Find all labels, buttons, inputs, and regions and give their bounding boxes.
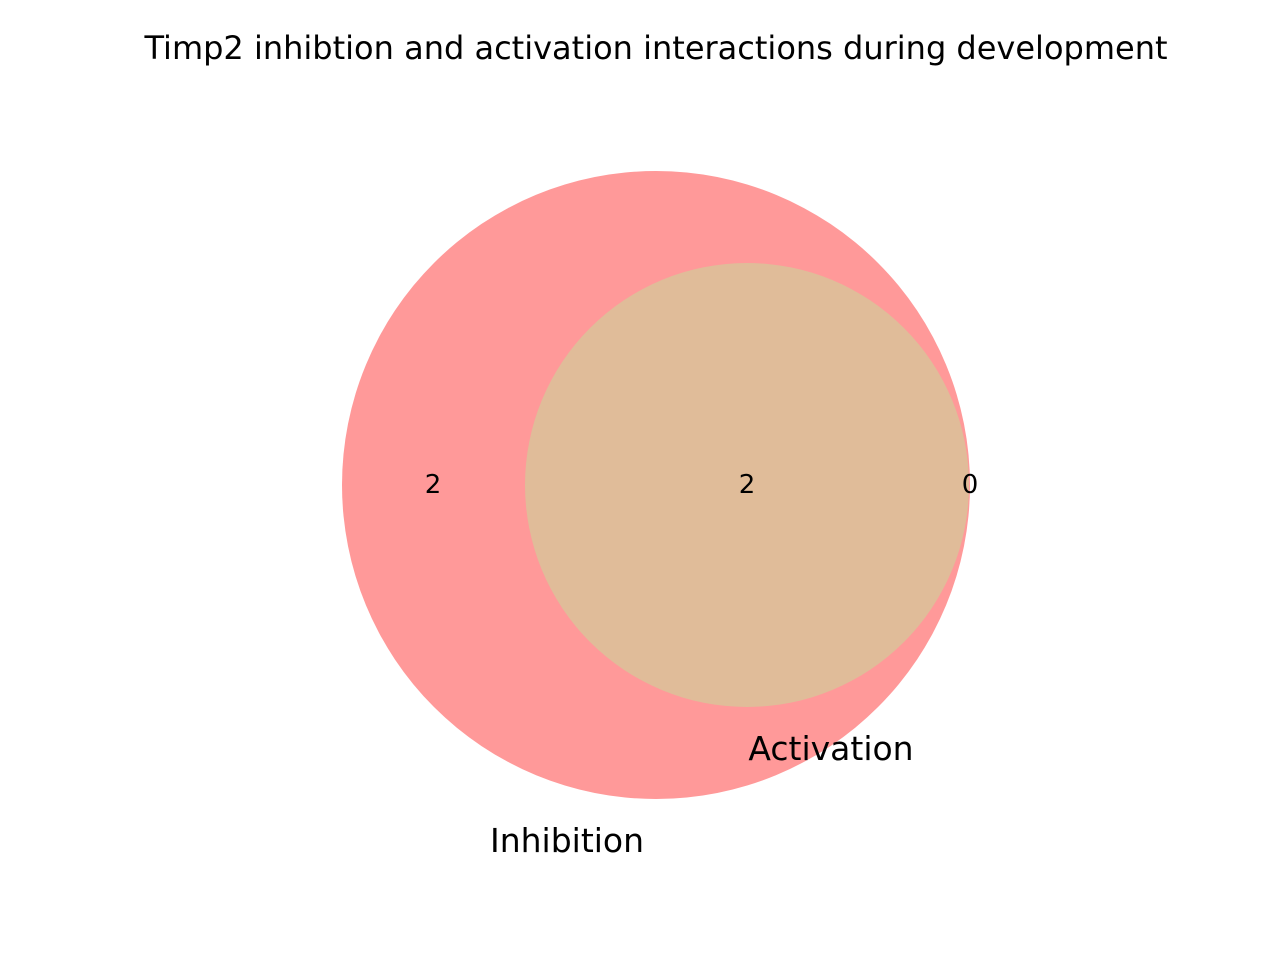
diagram-title: Timp2 inhibtion and activation interacti… — [143, 29, 1167, 67]
inhibition-label: Inhibition — [490, 821, 644, 860]
activation-only-count: 0 — [962, 470, 979, 500]
inhibition-only-count: 2 — [425, 470, 442, 500]
activation-label: Activation — [748, 729, 913, 768]
activation-circle — [525, 263, 969, 707]
intersection-count: 2 — [739, 470, 756, 500]
